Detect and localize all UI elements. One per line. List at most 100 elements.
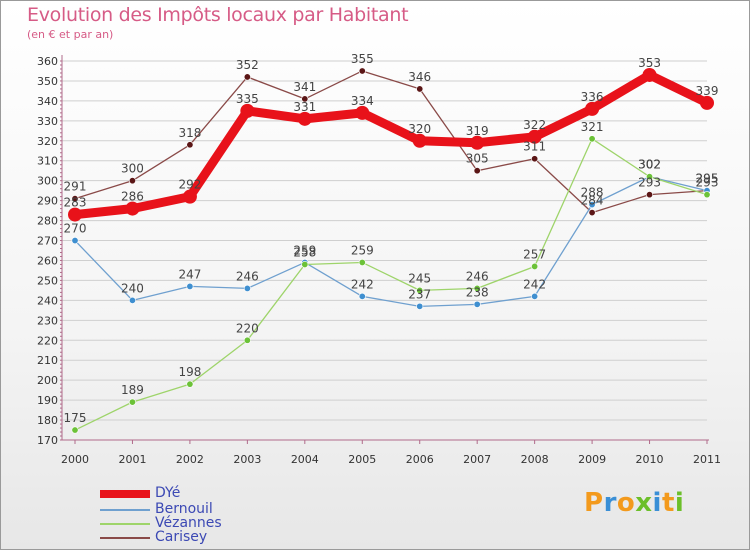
data-label: 286 (121, 190, 144, 204)
data-point (412, 133, 427, 148)
data-point (703, 191, 711, 199)
data-label: 302 (638, 158, 661, 172)
y-tick-label: 350 (37, 75, 58, 88)
data-point (358, 67, 366, 75)
data-point (186, 141, 194, 149)
data-point (588, 201, 596, 209)
data-point (527, 129, 542, 144)
data-label: 322 (523, 118, 546, 132)
data-point (128, 177, 136, 185)
data-label: 319 (466, 124, 489, 138)
logo-letter: P (584, 488, 604, 518)
data-label: 237 (408, 287, 431, 301)
data-label: 220 (236, 321, 259, 335)
data-label: 300 (121, 162, 144, 176)
data-label: 292 (178, 178, 201, 192)
data-point (301, 95, 309, 103)
data-label: 288 (581, 186, 604, 200)
data-point (531, 155, 539, 163)
data-point (416, 302, 424, 310)
y-tick-label: 330 (37, 115, 58, 128)
data-label: 335 (236, 92, 259, 106)
legend-swatch-vezannes (100, 523, 150, 525)
data-label: 302 (638, 158, 661, 172)
x-tick-label: 2002 (176, 453, 204, 466)
data-point (585, 101, 600, 116)
chart-subtitle: (en € et par an) (27, 28, 114, 41)
y-tick-label: 210 (37, 354, 58, 367)
data-label: 293 (696, 176, 719, 190)
legend-label: Carisey (155, 529, 208, 545)
y-tick-label: 340 (37, 95, 58, 108)
legend-label: DYé (155, 485, 181, 501)
data-point (243, 284, 251, 292)
data-label: 240 (121, 281, 144, 295)
data-point (646, 191, 654, 199)
data-label: 311 (523, 140, 546, 154)
data-point (128, 398, 136, 406)
data-point (301, 260, 309, 268)
data-label: 341 (293, 80, 316, 94)
data-point (588, 209, 596, 217)
data-label: 270 (64, 222, 87, 236)
data-label: 352 (236, 58, 259, 72)
data-label: 293 (638, 176, 661, 190)
y-tick-label: 250 (37, 274, 58, 287)
y-tick-label: 190 (37, 394, 58, 407)
y-tick-label: 170 (37, 434, 58, 447)
y-tick-label: 310 (37, 155, 58, 168)
y-tick-label: 280 (37, 215, 58, 228)
x-tick-label: 2001 (118, 453, 146, 466)
data-label: 346 (408, 70, 431, 84)
data-label: 295 (696, 172, 719, 186)
logo-letter: t (661, 488, 675, 518)
data-label: 238 (466, 285, 489, 299)
data-point (240, 103, 255, 118)
y-tick-label: 270 (37, 235, 58, 248)
y-tick-label: 230 (37, 314, 58, 327)
data-point (358, 292, 366, 300)
logo-letter: x (635, 488, 653, 518)
data-label: 320 (408, 122, 431, 136)
x-tick-label: 2005 (348, 453, 376, 466)
data-label: 355 (351, 52, 374, 66)
data-point (68, 207, 82, 222)
data-label: 291 (64, 180, 87, 194)
legend-swatch-dye (100, 490, 150, 498)
series-line-carisey (74, 70, 708, 214)
data-label: 259 (351, 243, 374, 257)
y-tick-label: 260 (37, 254, 58, 267)
y-tick-label: 200 (37, 374, 58, 387)
proxiti-logo: Proxiti (584, 488, 684, 518)
data-label: 284 (581, 194, 604, 208)
legend-swatch-carisey (100, 537, 150, 539)
data-label: 189 (121, 383, 144, 397)
x-tick-label: 2000 (61, 453, 89, 466)
data-label: 318 (178, 126, 201, 140)
data-label: 305 (466, 152, 489, 166)
data-point (700, 95, 714, 110)
data-point (588, 135, 596, 143)
data-label: 353 (638, 56, 661, 70)
data-label: 295 (696, 172, 719, 186)
data-label: 334 (351, 94, 374, 108)
data-point (182, 189, 197, 204)
data-point (243, 336, 251, 344)
data-label: 247 (178, 267, 201, 281)
data-point (416, 85, 424, 93)
data-label: 242 (523, 277, 546, 291)
data-point (125, 201, 140, 216)
y-tick-label: 320 (37, 135, 58, 148)
data-point (646, 173, 654, 181)
data-label: 336 (581, 90, 604, 104)
logo-letter: o (616, 488, 636, 518)
data-label: 245 (408, 271, 431, 285)
y-tick-label: 360 (37, 55, 58, 68)
data-label: 283 (64, 196, 87, 210)
data-point (355, 105, 370, 120)
data-point (128, 296, 136, 304)
data-label: 175 (64, 411, 87, 425)
data-point (71, 426, 79, 434)
data-label: 246 (466, 269, 489, 283)
